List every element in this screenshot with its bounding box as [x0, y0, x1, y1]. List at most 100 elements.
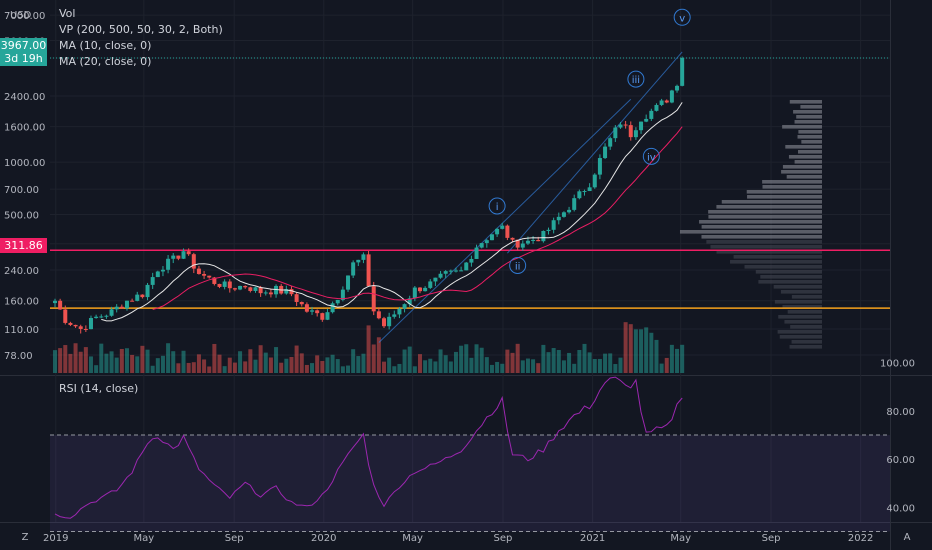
candle-body — [536, 239, 541, 242]
legend-ma20[interactable]: MA (20, close, 0) — [59, 55, 152, 68]
candle-body — [73, 324, 78, 327]
volume-bar — [320, 360, 325, 373]
last-price-countdown: 3d 19h — [4, 52, 43, 65]
time-axis-border — [0, 522, 932, 523]
volume-bar — [510, 352, 515, 373]
candle-body — [618, 124, 623, 128]
candle-body — [479, 243, 484, 248]
candle-body — [238, 285, 243, 290]
candle-body — [438, 273, 443, 278]
volume-bar — [150, 365, 155, 373]
candle-body — [346, 275, 351, 290]
legend-vp[interactable]: VP (200, 500, 50, 30, 2, Both) — [59, 23, 223, 36]
candle-body — [376, 311, 381, 319]
candle-body — [191, 254, 196, 269]
volume-profile-row — [708, 210, 822, 214]
time-tick-label: 2021 — [580, 533, 605, 544]
volume-bar — [212, 343, 217, 373]
volume-profile-row — [780, 290, 822, 294]
price-tick-label: 160.00 — [4, 297, 39, 308]
candle-body — [196, 268, 201, 274]
volume-profile-row — [797, 135, 822, 139]
candle-body — [243, 285, 248, 288]
legend-ma10[interactable]: MA (10, close, 0) — [59, 39, 152, 52]
volume-bar — [582, 343, 587, 373]
candle-body — [484, 240, 489, 244]
volume-profile-row — [760, 275, 822, 279]
candle-body — [176, 255, 181, 259]
candle-body — [577, 191, 582, 199]
volume-profile-row — [784, 320, 822, 324]
legend-vol[interactable]: Vol — [59, 7, 76, 20]
candle-body — [664, 100, 669, 103]
candle-body — [114, 306, 119, 310]
candle-body — [510, 237, 515, 240]
wave-label-circle — [627, 70, 645, 88]
trend-channel — [378, 51, 683, 343]
volume-bar — [310, 363, 315, 373]
price-tick-label: 240.00 — [4, 266, 39, 277]
volume-bar — [628, 324, 633, 373]
volume-bar — [248, 349, 253, 373]
volume-bar — [546, 352, 551, 373]
volume-bar — [160, 355, 165, 373]
volume-profile-row — [710, 245, 822, 249]
volume-bar — [145, 349, 150, 373]
volume-bar — [469, 357, 474, 373]
candle-body — [99, 316, 104, 318]
rsi-legend[interactable]: RSI (14, close) — [59, 382, 139, 395]
volume-bar — [675, 348, 680, 373]
volume-profile-row — [785, 145, 822, 149]
candle-body — [304, 304, 309, 312]
candle-body — [310, 310, 315, 312]
volume-profile-row — [798, 130, 822, 134]
wave-label-text: ii — [515, 261, 521, 272]
volume-bar — [243, 361, 248, 373]
volume-bar — [669, 344, 674, 373]
axis-labels: 78.00110.00160.00240.00340.00500.00700.0… — [4, 11, 915, 544]
volume-bar — [340, 366, 345, 373]
volume-profile-row — [794, 120, 822, 124]
price-tick-label: 1600.00 — [4, 123, 45, 134]
volume-bar — [438, 349, 443, 373]
volume-bar — [304, 364, 309, 373]
log-scale-button[interactable]: Z — [21, 532, 29, 543]
volume-profile-row — [801, 140, 822, 144]
candle-body — [407, 298, 412, 305]
candle-body — [639, 121, 644, 131]
volume-bar — [58, 348, 63, 373]
volume-bar — [253, 359, 258, 373]
volume-profile-row — [716, 250, 822, 254]
volume-profile-row — [744, 265, 822, 269]
volume-profile-row — [791, 340, 822, 344]
auto-scale-button[interactable]: A — [903, 532, 911, 543]
candle-body — [356, 259, 361, 263]
candle-body — [119, 306, 124, 309]
candle-body — [94, 316, 99, 319]
candle-body — [525, 240, 530, 244]
volume-profile-row — [777, 330, 822, 334]
candle-body — [263, 292, 268, 294]
wave-label-text: i — [496, 202, 499, 213]
volume-bar — [536, 363, 541, 373]
price-tick-label: 2400.00 — [4, 92, 45, 103]
candle-body — [135, 294, 140, 301]
candle-body — [160, 269, 165, 272]
last-price-badge: 3967.00 3d 19h — [0, 38, 47, 66]
candle-body — [78, 326, 83, 329]
volume-bar — [376, 337, 381, 373]
volume-bar — [556, 350, 561, 373]
candle-body — [294, 294, 299, 302]
volume-profile-row — [789, 345, 822, 349]
volume-bar — [551, 348, 556, 373]
candle-body — [320, 313, 325, 320]
volume-profile-row — [786, 175, 822, 179]
volume-bar — [489, 364, 494, 373]
candle-body — [603, 146, 608, 159]
candle-body — [546, 229, 551, 231]
volume-bar — [78, 351, 83, 373]
volume-bar — [346, 365, 351, 373]
candle-body — [387, 316, 392, 327]
candle-body — [140, 294, 145, 298]
